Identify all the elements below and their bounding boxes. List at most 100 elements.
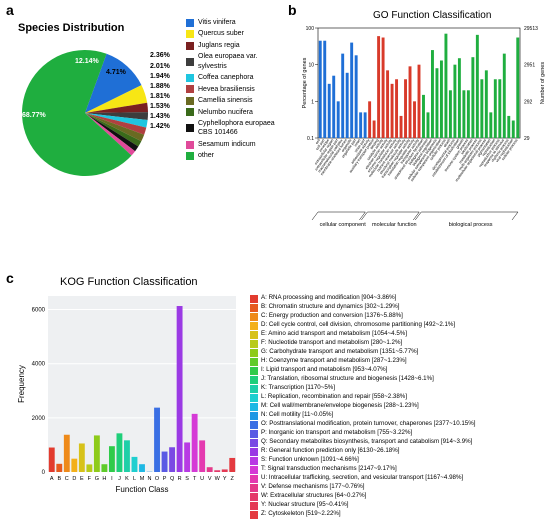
go-bar (400, 116, 403, 138)
kog-legend-label: W: Extracellular structures [64~0.27%] (261, 492, 366, 500)
svg-text:T: T (193, 476, 197, 482)
svg-text:I: I (111, 476, 113, 482)
svg-text:J: J (118, 476, 121, 482)
pct-juglans: 2.36% (150, 52, 170, 59)
go-bar (516, 38, 519, 138)
legend-swatch (250, 340, 258, 348)
kog-legend-label: M: Cell wall/membrane/envelope biogenesi… (261, 402, 419, 410)
svg-text:0: 0 (42, 470, 46, 476)
kog-bar (199, 440, 205, 472)
go-bar (418, 65, 421, 138)
kog-bar (117, 433, 123, 472)
panel-c-legend: A: RNA processing and modification [904~… (250, 294, 546, 519)
legend-swatch (186, 30, 194, 38)
go-bar (422, 95, 425, 138)
go-bar (453, 65, 456, 138)
svg-text:V: V (208, 476, 212, 482)
go-bar (485, 70, 488, 138)
legend-label: Coffea canephora (198, 73, 254, 82)
svg-text:Number of genes: Number of genes (540, 62, 546, 104)
kog-bar (94, 435, 100, 472)
svg-text:Percentage of genes: Percentage of genes (302, 57, 308, 108)
kog-legend-row: G: Carbohydrate transport and metabolism… (250, 348, 546, 357)
kog-legend-label: J: Translation, ribosomal structure and … (261, 375, 434, 383)
go-bar (409, 66, 412, 138)
kog-legend-label: C: Energy production and conversion [137… (261, 312, 403, 320)
kog-bar (222, 469, 228, 472)
kog-legend-row: K: Transcription [1170~5%] (250, 384, 546, 393)
svg-text:U: U (200, 476, 204, 482)
kog-legend-label: Y: Nuclear structure [95~0.41%] (261, 501, 349, 509)
kog-legend-row: M: Cell wall/membrane/envelope biogenesi… (250, 402, 546, 411)
go-bar (440, 60, 443, 138)
svg-text:6000: 6000 (32, 308, 46, 314)
pct-quercus: 4.71% (106, 69, 126, 76)
pct-coffea: 1.94% (150, 73, 170, 80)
svg-text:L: L (133, 476, 136, 482)
go-bar (323, 41, 326, 138)
go-bar (435, 68, 438, 138)
kog-legend-label: L: Replication, recombination and repair… (261, 393, 407, 401)
pct-cyph: 1.43% (150, 113, 170, 120)
kog-bar (154, 408, 160, 472)
kog-legend-row: O: Posttranslational modification, prote… (250, 420, 546, 429)
svg-text:M: M (140, 476, 145, 482)
go-bar (364, 112, 367, 138)
svg-text:Q: Q (170, 476, 175, 482)
panel-b-title: GO Function Classification (373, 10, 491, 21)
go-bar (355, 55, 358, 138)
legend-label: Juglans regia (198, 41, 240, 50)
go-bar (382, 38, 385, 138)
kog-bar (101, 464, 107, 472)
kog-bar (169, 447, 175, 472)
legend-swatch (250, 331, 258, 339)
go-bar (346, 73, 349, 138)
legend-label: Olea europaea var. sylvestris (198, 52, 286, 71)
kog-legend-label: S: Function unknown [1091~4.66%] (261, 456, 359, 464)
pct-hevea: 1.88% (150, 83, 170, 90)
svg-text:29513: 29513 (524, 26, 538, 32)
svg-text:K: K (125, 476, 129, 482)
legend-swatch (186, 58, 194, 66)
kog-legend-row: U: Intracellular trafficking, secretion,… (250, 474, 546, 483)
kog-legend-label: I: Lipid transport and metabolism [953~4… (261, 366, 387, 374)
svg-text:D: D (72, 476, 76, 482)
legend-label: Cyphellophora europaea CBS 101466 (198, 119, 286, 138)
legend-row: Hevea brasiliensis (186, 85, 286, 94)
kog-bar (86, 464, 92, 472)
legend-row: Coffea canephora (186, 73, 286, 82)
legend-swatch (250, 511, 258, 519)
go-bar (328, 84, 331, 138)
svg-text:A: A (50, 476, 54, 482)
kog-legend-label: N: Cell motility [11~0.05%] (261, 411, 333, 419)
svg-text:Z: Z (231, 476, 235, 482)
legend-swatch (250, 313, 258, 321)
kog-legend-row: S: Function unknown [1091~4.66%] (250, 456, 546, 465)
pct-other: 68.77% (22, 112, 46, 119)
kog-bar (49, 448, 55, 472)
legend-swatch (250, 403, 258, 411)
pct-vitis: 12.14% (75, 58, 99, 65)
legend-swatch (186, 19, 194, 27)
go-bar (458, 58, 461, 138)
go-bar (391, 84, 394, 138)
svg-text:F: F (88, 476, 92, 482)
svg-text:molecular function: molecular function (372, 222, 417, 228)
legend-swatch (250, 430, 258, 438)
svg-text:10: 10 (308, 63, 314, 69)
go-bar (386, 70, 389, 138)
svg-text:Function Class: Function Class (116, 485, 169, 494)
legend-label: Sesamum indicum (198, 140, 256, 149)
svg-text:N: N (148, 476, 152, 482)
kog-legend-row: B: Chromatin structure and dynamics [302… (250, 303, 546, 312)
kog-legend-row: C: Energy production and conversion [137… (250, 312, 546, 321)
kog-legend-label: R: General function prediction only [613… (261, 447, 399, 455)
kog-bar (162, 452, 168, 472)
legend-swatch (186, 42, 194, 50)
pct-nelumbo: 1.53% (150, 103, 170, 110)
svg-text:4000: 4000 (32, 362, 46, 368)
legend-swatch (250, 367, 258, 375)
svg-text:2000: 2000 (32, 416, 46, 422)
kog-legend-label: A: RNA processing and modification [904~… (261, 294, 396, 302)
legend-swatch (250, 412, 258, 420)
